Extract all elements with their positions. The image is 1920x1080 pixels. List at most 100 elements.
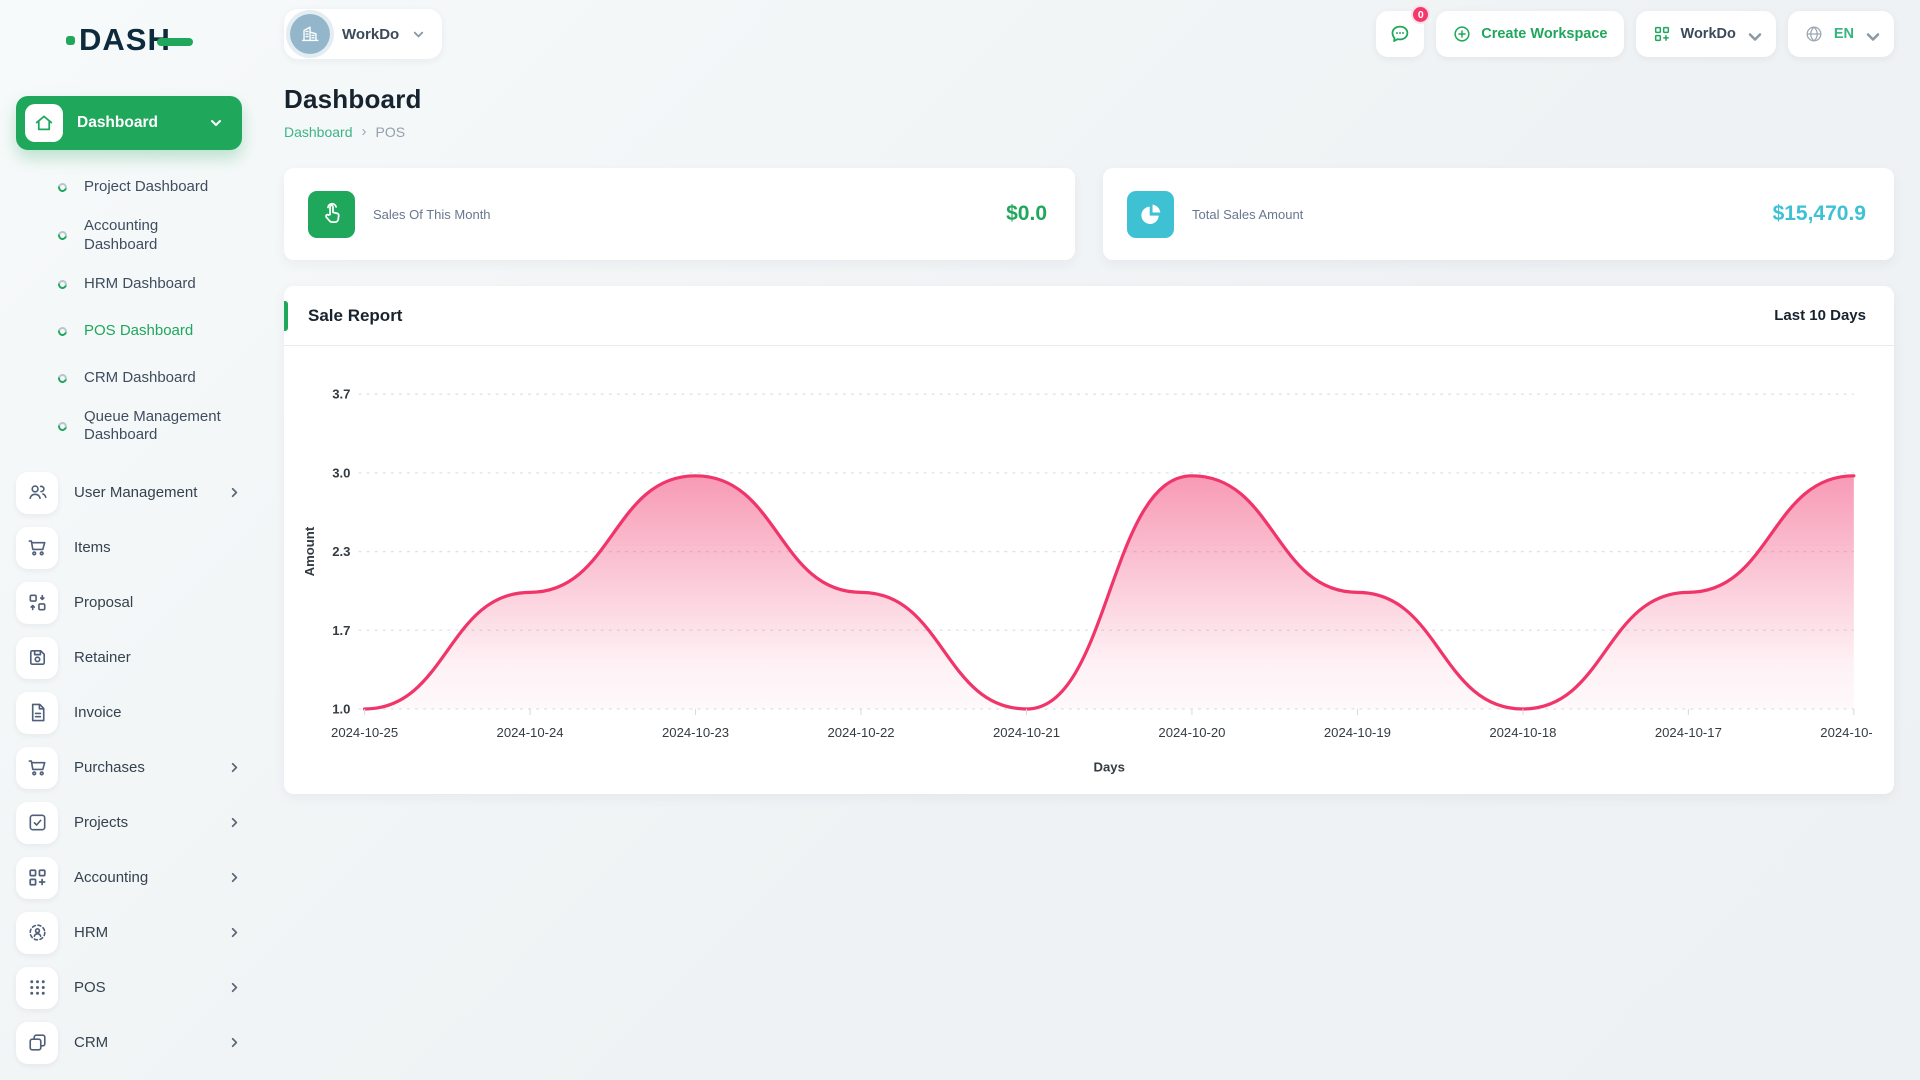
main-content: WorkDo 0 Create Workspace WorkDo EN Dash… — [258, 0, 1920, 794]
check-square-icon — [16, 801, 58, 844]
sidebar-item-label: POS Dashboard — [84, 321, 194, 339]
sale-report-card: Sale Report Last 10 Days 1.0 1.7 2.3 3.0 3.7… — [284, 286, 1894, 794]
chevron-down-icon — [208, 115, 224, 131]
sidebar: DASH Dashboard Project Dashboard Account… — [0, 0, 258, 1080]
messages-button[interactable]: 0 — [1376, 5, 1431, 57]
sidebar-item-accounting[interactable]: Accounting — [16, 850, 242, 905]
svg-text:2024-10-20: 2024-10-20 — [1158, 725, 1225, 740]
sidebar-item-label: Retainer — [74, 649, 131, 666]
sidebar-item-label: HRM — [74, 924, 109, 941]
chevron-right-icon — [227, 1035, 242, 1050]
sidebar-item-label: Items — [74, 539, 111, 556]
report-title: Sale Report — [308, 305, 403, 325]
chevron-down-icon — [1863, 27, 1880, 42]
create-workspace-button[interactable]: Create Workspace — [1436, 11, 1624, 57]
chevron-down-icon — [411, 27, 426, 42]
sidebar-item-label: Project Dashboard — [84, 178, 209, 196]
stats-row: Sales Of This Month $0.0 Total Sales Amo… — [284, 168, 1894, 260]
sidebar-item-pos-dashboard[interactable]: POS Dashboard — [56, 308, 258, 355]
sidebar-item-hrm-dashboard[interactable]: HRM Dashboard — [56, 261, 258, 308]
chevron-right-icon — [227, 980, 242, 995]
stat-card-sales-of-this-month: Sales Of This Month $0.0 — [284, 168, 1075, 260]
dashboard-submenu: Project Dashboard Accounting Dashboard H… — [0, 150, 258, 457]
globe-icon — [1804, 24, 1825, 45]
sidebar-item-pos[interactable]: POS — [16, 960, 242, 1015]
svg-text:2024-10-17: 2024-10-17 — [1655, 725, 1722, 740]
logo-dash-icon — [156, 38, 193, 46]
svg-text:2024-10-21: 2024-10-21 — [993, 725, 1060, 740]
sidebar-item-label: CRM — [74, 1034, 109, 1051]
chevron-right-icon — [227, 485, 242, 500]
app-logo[interactable]: DASH — [0, 18, 258, 62]
workspace-menu-button[interactable]: WorkDo — [1635, 11, 1776, 57]
cart-icon — [16, 526, 58, 569]
sidebar-item-invoice[interactable]: Invoice — [16, 685, 242, 740]
grid-plus-icon — [16, 856, 58, 899]
accent-bar — [284, 301, 288, 331]
stat-label: Total Sales Amount — [1192, 206, 1304, 222]
language-selector[interactable]: EN — [1787, 11, 1894, 57]
breadcrumb: Dashboard › POS — [284, 123, 1894, 140]
sidebar-item-project-dashboard[interactable]: Project Dashboard — [56, 164, 258, 211]
sidebar-item-label: HRM Dashboard — [84, 274, 196, 292]
svg-text:1.7: 1.7 — [332, 623, 350, 638]
users-icon — [16, 471, 58, 514]
home-icon — [25, 104, 63, 142]
topbar: WorkDo 0 Create Workspace WorkDo EN — [284, 0, 1894, 59]
x-axis-title: Days — [1094, 760, 1125, 775]
sidebar-item-purchases[interactable]: Purchases — [16, 740, 242, 795]
svg-text:2024-10-24: 2024-10-24 — [497, 725, 564, 740]
swap-icon — [16, 581, 58, 624]
sale-report-header: Sale Report Last 10 Days — [284, 286, 1894, 346]
sidebar-group-label: Dashboard — [77, 114, 158, 131]
sidebar-item-queue-management-dashboard[interactable]: Queue Management Dashboard — [56, 402, 258, 452]
sales-area-chart: 1.0 1.7 2.3 3.0 3.7 Amount 2024-10-25 2024-10… — [284, 346, 1894, 794]
user-focus-icon — [16, 911, 58, 954]
status-circle-icon — [56, 181, 69, 194]
sidebar-item-label: Accounting — [74, 869, 149, 886]
status-circle-icon — [56, 324, 69, 338]
chat-icon — [1388, 22, 1412, 46]
dots-grid-icon — [16, 966, 58, 1009]
chevron-right-icon — [227, 760, 242, 775]
sidebar-item-label: Accounting Dashboard — [84, 217, 159, 253]
svg-text:2024-10-25: 2024-10-25 — [331, 725, 398, 740]
stat-label: Sales Of This Month — [373, 206, 491, 222]
sidebar-item-label: Projects — [74, 814, 129, 831]
sidebar-item-projects[interactable]: Projects — [16, 795, 242, 850]
chevron-right-icon — [227, 925, 242, 940]
save-icon — [16, 636, 58, 679]
sidebar-item-label: Invoice — [74, 704, 122, 721]
sidebar-item-user-management[interactable]: User Management — [16, 465, 242, 520]
svg-text:2024-10-23: 2024-10-23 — [662, 725, 729, 740]
sidebar-item-crm[interactable]: CRM — [16, 1015, 242, 1070]
svg-text:2.3: 2.3 — [332, 544, 350, 559]
sidebar-item-label: Queue Management Dashboard — [84, 407, 221, 444]
stat-value: $0.0 — [1006, 202, 1047, 225]
cart-icon — [16, 746, 58, 789]
sidebar-item-items[interactable]: Items — [16, 520, 242, 575]
status-circle-icon — [56, 420, 69, 433]
sidebar-item-label: CRM Dashboard — [84, 368, 196, 386]
chevron-down-icon — [1745, 27, 1762, 42]
sidebar-group-dashboard[interactable]: Dashboard — [16, 96, 242, 150]
sidebar-item-crm-dashboard[interactable]: CRM Dashboard — [56, 355, 258, 402]
svg-text:2024-10-18: 2024-10-18 — [1489, 725, 1556, 740]
sidebar-item-accounting-dashboard[interactable]: Accounting Dashboard — [56, 211, 258, 261]
sidebar-item-proposal[interactable]: Proposal — [16, 575, 242, 630]
svg-text:2024-10-16: 2024-10-16 — [1820, 725, 1872, 740]
svg-text:3.0: 3.0 — [332, 465, 350, 480]
svg-text:1.0: 1.0 — [332, 702, 350, 717]
grid-plus-icon — [1652, 24, 1672, 44]
y-axis-title: Amount — [302, 526, 317, 576]
sidebar-item-hrm[interactable]: HRM — [16, 905, 242, 960]
sidebar-item-retainer[interactable]: Retainer — [16, 630, 242, 685]
chat-badge: 0 — [1411, 5, 1431, 24]
stat-value: $15,470.9 — [1772, 202, 1866, 225]
create-workspace-label: Create Workspace — [1481, 26, 1608, 42]
breadcrumb-dashboard-link[interactable]: Dashboard — [284, 123, 353, 140]
svg-text:2024-10-19: 2024-10-19 — [1324, 725, 1391, 740]
chevron-right-icon — [227, 870, 242, 885]
page-title: Dashboard — [284, 84, 422, 114]
workspace-selector[interactable]: WorkDo — [284, 9, 443, 59]
